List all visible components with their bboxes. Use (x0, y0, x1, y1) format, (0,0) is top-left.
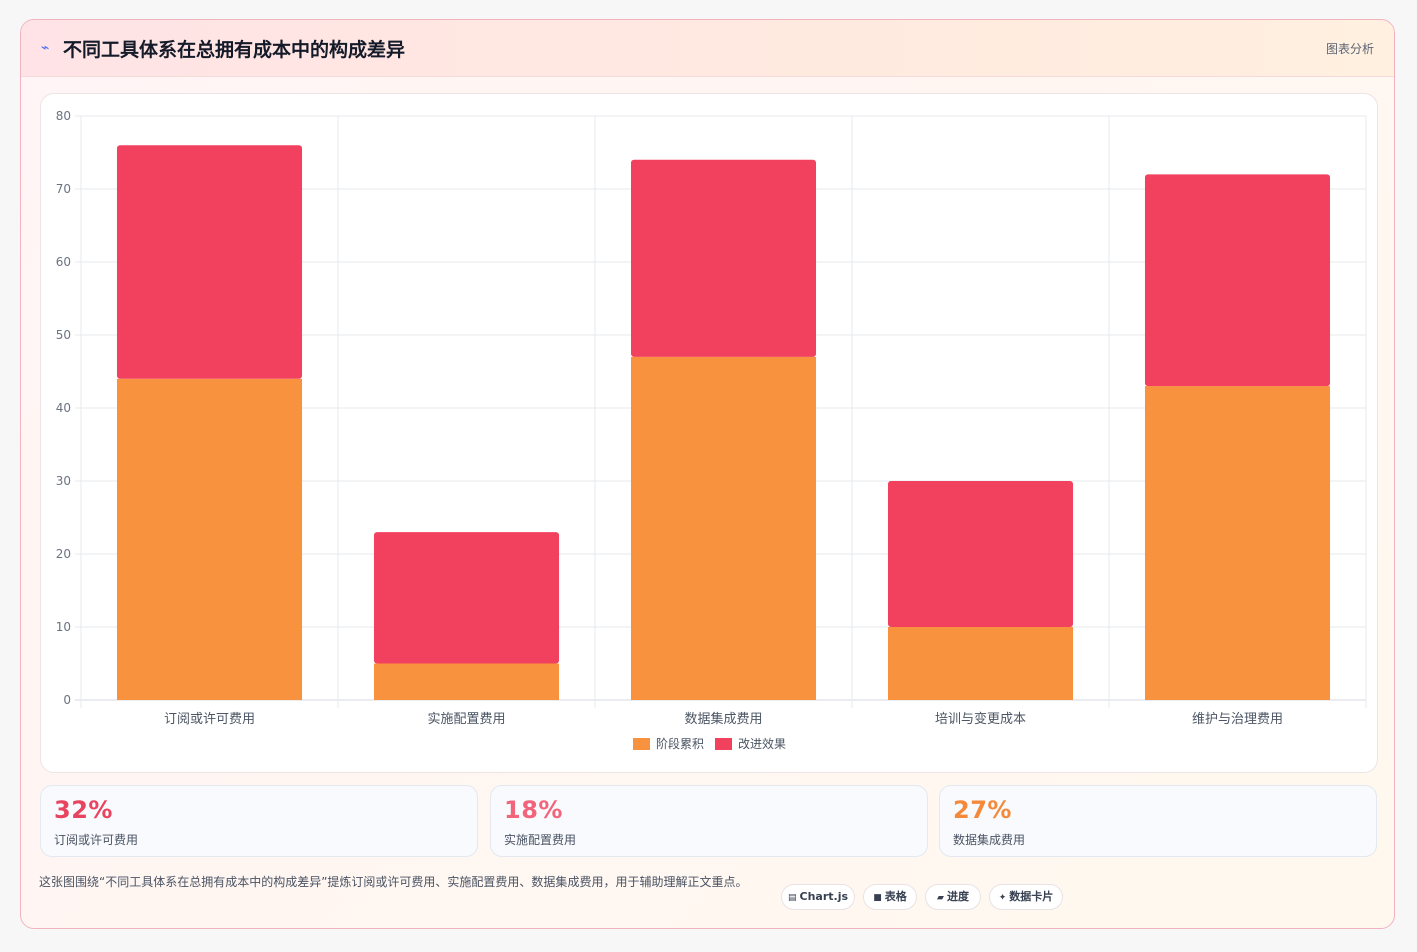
stat-value: 27% (953, 796, 1012, 824)
bar-segment (116, 378, 303, 700)
y-tick-label: 20 (56, 547, 71, 561)
legend-swatch (633, 738, 650, 750)
chart-line-icon: ⌁ (41, 40, 50, 56)
header-tag: 图表分析 (1325, 42, 1374, 56)
card-header: ⌁ 不同工具体系在总拥有成本中的构成差异 图表分析 (21, 20, 1394, 77)
stat-value: 18% (504, 796, 563, 824)
x-tick-label: 维护与治理费用 (1192, 712, 1283, 727)
chart-description: 这张图围绕“不同工具体系在总拥有成本中的构成差异”提炼订阅或许可费用、实施配置费… (39, 875, 748, 889)
y-tick-label: 0 (63, 693, 71, 707)
stat-card: 18% 实施配置费用 (490, 785, 928, 857)
bar-segment (887, 627, 1074, 700)
bar-segment (373, 663, 560, 700)
stacked-bar-chart: 0 10 20 30 40 50 60 70 80 订阅或许可费用 实施配置费用 数据集成费用 培训与变… (56, 109, 1367, 751)
stat-label: 实施配置费用 (504, 833, 577, 847)
bar-segment (630, 159, 817, 357)
stat-card: 27% 数据集成费用 (939, 785, 1377, 857)
chart-title: 不同工具体系在总拥有成本中的构成差异 (63, 39, 406, 61)
legend-label: 阶段累积 (656, 736, 704, 751)
x-tick-label: 培训与变更成本 (935, 711, 1026, 727)
stat-cards: 32% 订阅或许可费用 18% 实施配置费用 27% 数据集成费用 (40, 785, 1378, 857)
x-tick-label: 实施配置费用 (427, 712, 505, 727)
pill-label: 表格 (884, 890, 907, 903)
bar-segment (373, 532, 560, 664)
y-tick-label: 70 (56, 182, 71, 196)
data-card-icon: ✦ (998, 893, 1007, 903)
pill-label: 数据卡片 (1009, 890, 1054, 903)
stat-label: 数据集成费用 (953, 833, 1026, 847)
y-tick-label: 50 (56, 328, 71, 342)
y-tick-label: 80 (56, 109, 71, 123)
chart-card: ⌁ 不同工具体系在总拥有成本中的构成差异 图表分析 0 10 20 30 40 50 60 7… (20, 19, 1395, 929)
pill-label: 进度 (946, 890, 969, 903)
x-tick-label: 数据集成费用 (684, 711, 762, 727)
stat-card: 32% 订阅或许可费用 (40, 785, 478, 857)
progress-icon: ▰ (937, 893, 944, 903)
pill-table[interactable]: ■ 表格 (863, 884, 917, 910)
x-tick-label: 订阅或许可费用 (164, 712, 255, 727)
legend-label: 改进效果 (738, 736, 786, 751)
table-icon: ■ (873, 893, 882, 903)
chart-js-icon: ▤ (787, 893, 797, 903)
y-tick-label: 30 (56, 474, 71, 488)
bar-segment (1144, 386, 1331, 700)
pill-label: Chart.js (799, 890, 849, 903)
y-tick-label: 60 (56, 255, 71, 269)
pill-chartjs[interactable]: ▤ Chart.js (781, 884, 855, 910)
bar-segment (116, 145, 303, 379)
pill-progress[interactable]: ▰ 进度 (925, 884, 981, 910)
chart-panel: 0 10 20 30 40 50 60 70 80 订阅或许可费用 实施配置费用 数据集成费用 培训与变… (40, 93, 1378, 773)
legend-swatch (715, 738, 732, 750)
bar-segment (630, 356, 817, 700)
stat-label: 订阅或许可费用 (54, 833, 139, 847)
pill-data-card[interactable]: ✦ 数据卡片 (989, 884, 1063, 910)
y-tick-label: 10 (56, 620, 71, 634)
bar-segment (1144, 174, 1331, 387)
y-tick-label: 40 (56, 401, 71, 415)
bar-segment (887, 481, 1074, 627)
stat-value: 32% (54, 796, 113, 824)
